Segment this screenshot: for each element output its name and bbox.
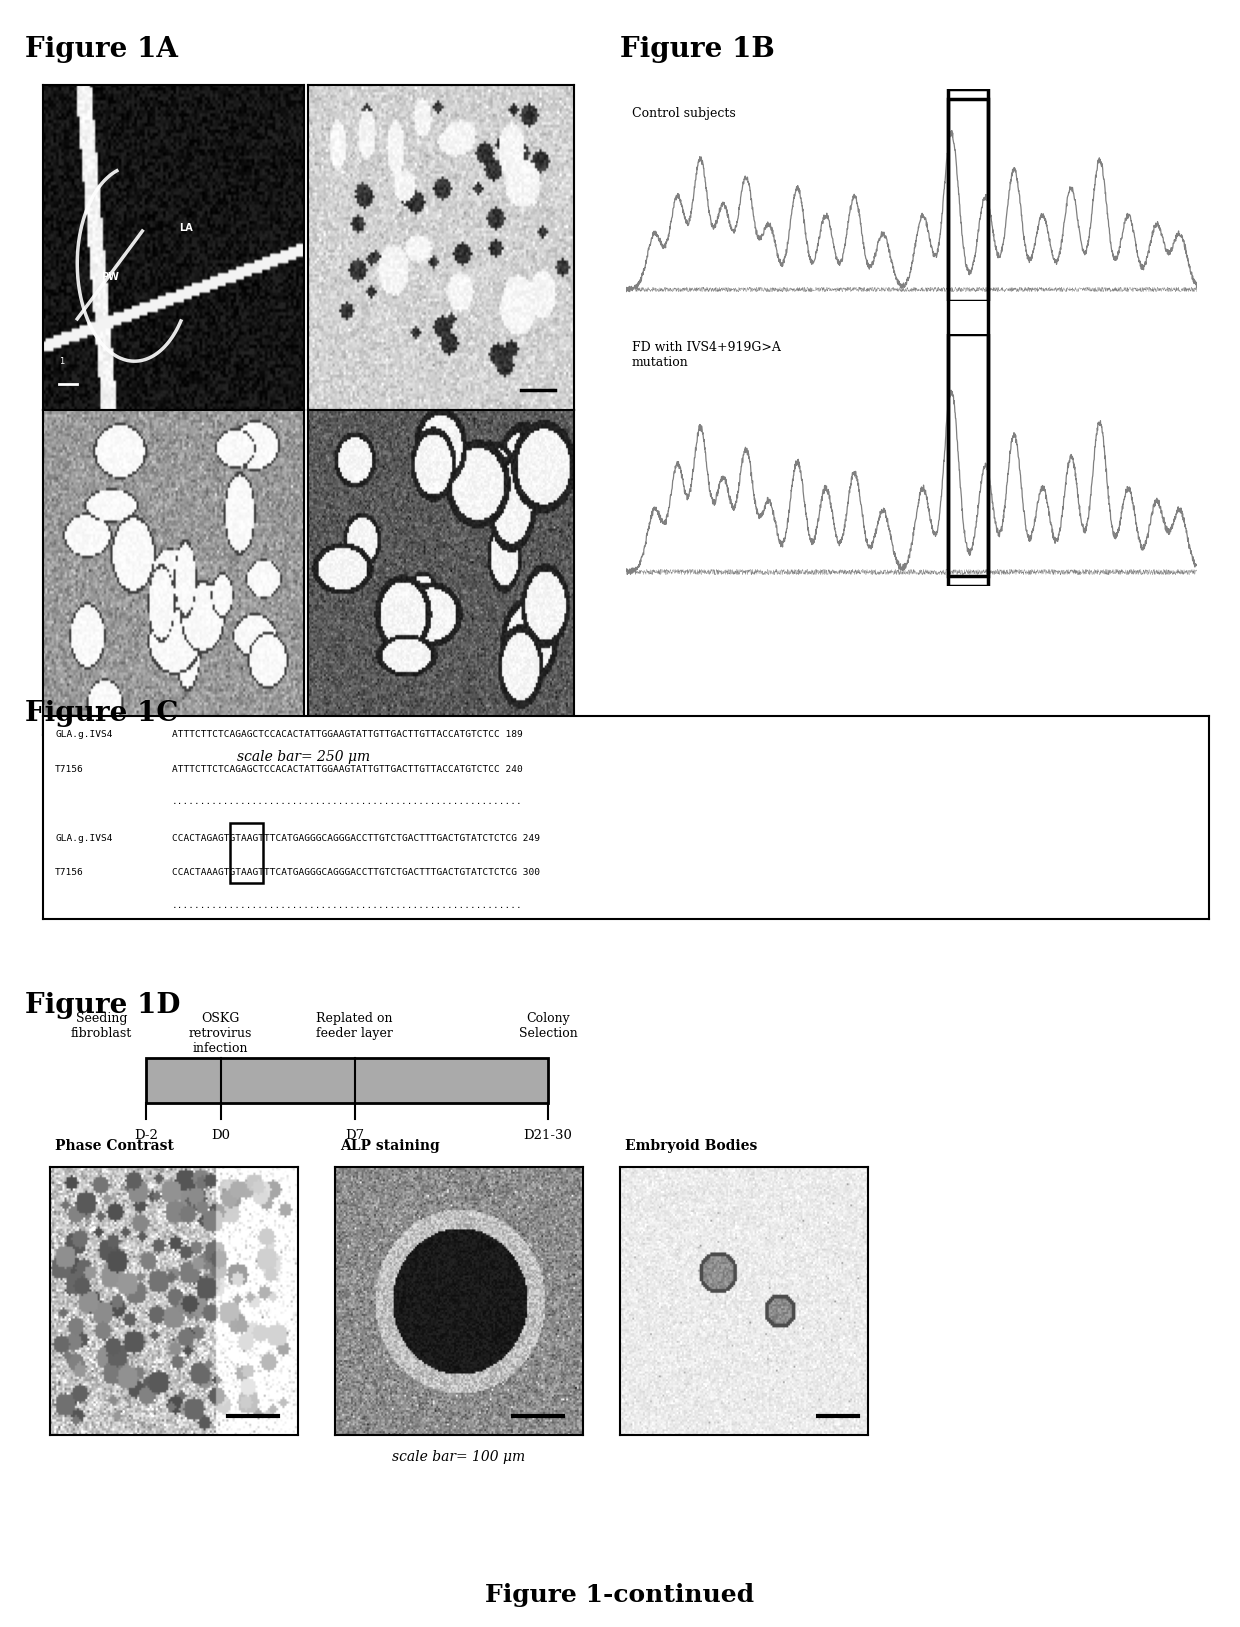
Text: 1: 1 (60, 358, 64, 366)
Text: OSKG
retrovirus
infection: OSKG retrovirus infection (188, 1012, 253, 1054)
Text: D21-30: D21-30 (523, 1129, 573, 1142)
Text: PW: PW (100, 272, 119, 281)
Text: .............................................................: ........................................… (171, 901, 522, 909)
Text: Phase Contrast: Phase Contrast (55, 1139, 174, 1154)
Text: ALP staining: ALP staining (340, 1139, 439, 1154)
Text: Seeding
fibroblast: Seeding fibroblast (71, 1012, 133, 1040)
Text: T7156: T7156 (55, 765, 84, 774)
Text: LA: LA (179, 223, 192, 233)
Text: CCACTAGAGTGTAAGTTTCATGAGGGCAGGGACCTTGTCTGACTTTGACTGTATCTCTCG 249: CCACTAGAGTGTAAGTTTCATGAGGGCAGGGACCTTGTCT… (171, 833, 539, 843)
Text: Figure 1B: Figure 1B (620, 36, 775, 63)
Text: Figure 1-continued: Figure 1-continued (485, 1583, 755, 1607)
Bar (949, 89, 988, 301)
Bar (949, 334, 988, 586)
Text: GLA.g.IVS4: GLA.g.IVS4 (55, 833, 113, 843)
Text: FD with IVS4+919G>A
mutation: FD with IVS4+919G>A mutation (632, 342, 781, 369)
Text: scale bar= 100 μm: scale bar= 100 μm (392, 1450, 526, 1464)
Text: GLA.g.IVS4: GLA.g.IVS4 (55, 731, 113, 739)
Text: Replated on
feeder layer: Replated on feeder layer (316, 1012, 393, 1040)
Text: D0: D0 (211, 1129, 231, 1142)
Text: Colony
Selection: Colony Selection (518, 1012, 578, 1040)
Text: Control subjects: Control subjects (632, 107, 735, 120)
Bar (949, 99, 988, 576)
Text: scale bar= 250 μm: scale bar= 250 μm (237, 750, 371, 765)
Text: T7156: T7156 (55, 869, 84, 877)
Text: Figure 1C: Figure 1C (25, 700, 179, 727)
Text: ATTTCTTCTCAGAGCTCCACACTATTGGAAGTATTGTTGACTTGTTACCATGTCTCC 189: ATTTCTTCTCAGAGCTCCACACTATTGGAAGTATTGTTGA… (171, 731, 522, 739)
Text: .............................................................: ........................................… (171, 797, 522, 807)
Text: CCACTAAAGTGTAAGTTTCATGAGGGCAGGGACCTTGTCTGACTTTGACTGTATCTCTCG 300: CCACTAAAGTGTAAGTTTCATGAGGGCAGGGACCTTGTCT… (171, 869, 539, 877)
Text: Embryoid Bodies: Embryoid Bodies (625, 1139, 758, 1154)
Text: D-2: D-2 (134, 1129, 159, 1142)
Text: D7: D7 (345, 1129, 365, 1142)
Text: Figure 1D: Figure 1D (25, 992, 180, 1020)
Text: Figure 1A: Figure 1A (25, 36, 177, 63)
Text: ATTTCTTCTCAGAGCTCCACACTATTGGAAGTATTGTTGACTTGTTACCATGTCTCC 240: ATTTCTTCTCAGAGCTCCACACTATTGGAAGTATTGTTGA… (171, 765, 522, 774)
FancyBboxPatch shape (146, 1058, 548, 1103)
